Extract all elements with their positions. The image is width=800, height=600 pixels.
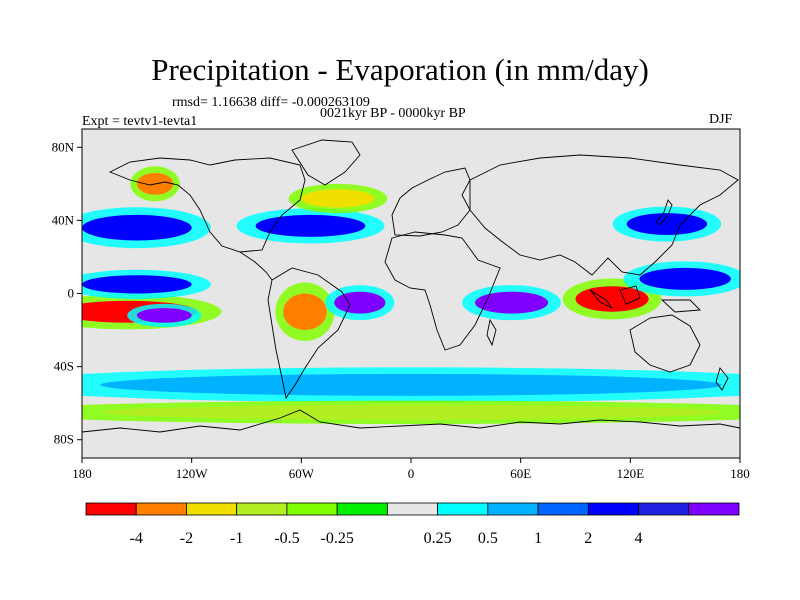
period-label: 0021kyr BP - 0000kyr BP [320, 106, 466, 121]
colorbar: -4 -2 -1 -0.5 -0.25 0.25 0.5 1 2 4 [85, 502, 740, 547]
x-tick-label: 180 [72, 466, 92, 481]
colorbar-swatch [386, 502, 439, 516]
plot-title: Precipitation - Evaporation (in mm/day) [151, 52, 649, 87]
coastline-layer [82, 139, 740, 433]
coastline-madagascar [486, 318, 497, 347]
colorbar-label: -0.5 [274, 530, 299, 547]
coastline-europe [391, 167, 471, 237]
colorbar-swatch [286, 502, 338, 516]
axis-layer: 180 120W 60W 0 60E 120E 180 80N 40N 0 40S 80S [52, 139, 750, 481]
colorbar-swatch [537, 502, 589, 516]
coastline-africa [384, 231, 501, 351]
x-tick-label: 60E [510, 466, 531, 481]
colorbar-label: 4 [635, 530, 643, 547]
coastline-greenland [291, 139, 361, 186]
colorbar-swatch [587, 502, 639, 516]
colorbar-label: 0.25 [424, 530, 452, 547]
y-tick-label: 80S [54, 432, 74, 447]
anomaly-region [100, 373, 722, 396]
colorbar-label: 0.5 [478, 530, 498, 547]
anomaly-region [639, 267, 731, 290]
colorbar-swatch [85, 502, 137, 516]
x-tick-label: 120W [176, 466, 209, 481]
coastline-south-america [267, 267, 351, 400]
coastline-new-zealand [715, 367, 729, 391]
anomaly-region [255, 214, 366, 237]
colorbar-label: 2 [584, 530, 592, 547]
colorbar-swatch [336, 502, 388, 516]
anomaly-layer [82, 166, 740, 424]
y-tick-label: 80N [52, 139, 75, 154]
y-tick-label: 40S [54, 359, 74, 374]
anomaly-region [136, 308, 192, 323]
anomaly-region [474, 291, 549, 314]
anomaly-region [100, 404, 722, 420]
colorbar-label: -2 [180, 530, 193, 547]
stats-label: rmsd= 1.16638 diff= -0.000263109 [172, 95, 370, 110]
y-tick-label: 40N [52, 212, 75, 227]
colorbar-label: 1 [534, 530, 542, 547]
anomaly-region [82, 214, 192, 241]
colorbar-label: -1 [230, 530, 243, 547]
colorbar-swatch [487, 502, 539, 516]
colorbar-label: -0.25 [320, 530, 353, 547]
x-tick-label: 180 [730, 466, 750, 481]
colorbar-label: -4 [130, 530, 143, 547]
colorbar-swatch [236, 502, 288, 516]
coastline-sumatra [589, 289, 613, 309]
anomaly-region [334, 291, 386, 314]
coastline-north-america [108, 157, 306, 253]
y-tick-label: 0 [68, 286, 75, 301]
colorbar-swatch [638, 502, 690, 516]
coastline-antarctica [82, 409, 740, 433]
coastline-australia [629, 314, 701, 373]
anomaly-region [82, 275, 192, 294]
coastline-borneo [619, 285, 641, 305]
x-tick-label: 120E [617, 466, 645, 481]
anomaly-region [283, 293, 327, 331]
colorbar-swatch [135, 502, 187, 516]
colorbar-swatch [688, 502, 740, 516]
season-label: DJF [709, 112, 733, 127]
coastline-asia [469, 154, 739, 276]
anomaly-region [301, 189, 375, 208]
x-tick-label: 60W [289, 466, 315, 481]
coastline-central-america [239, 251, 273, 281]
colorbar-swatch [437, 502, 489, 516]
x-tick-label: 0 [408, 466, 415, 481]
coastline-japan [655, 199, 673, 226]
colorbar-swatch [186, 502, 238, 516]
experiment-label: Expt = tevtv1-tevta1 [82, 114, 198, 129]
coastline-new-guinea [660, 299, 702, 313]
